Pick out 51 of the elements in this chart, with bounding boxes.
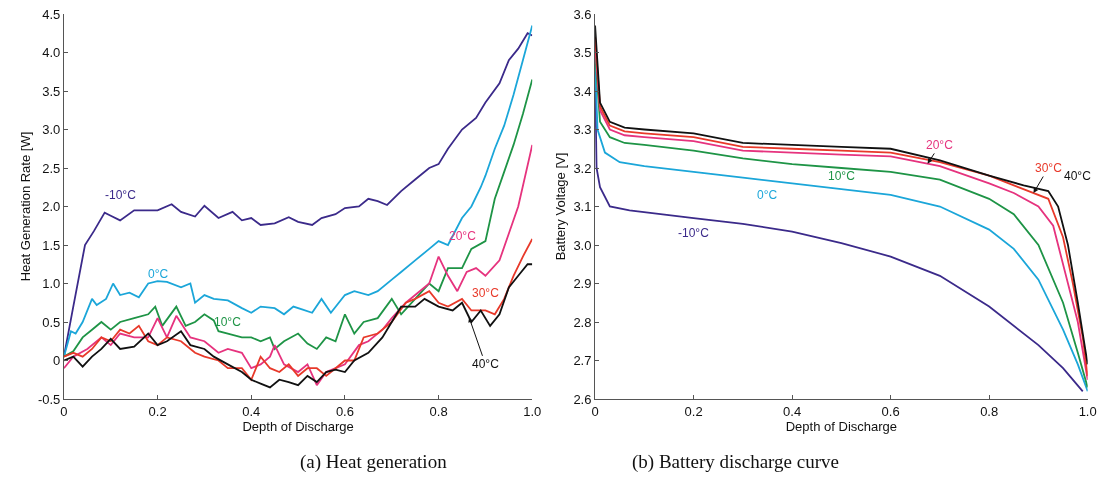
y-tick-label: -0.5 (37, 391, 61, 407)
y-tick-label: 2.9 (573, 276, 592, 292)
y-tick-label: 3.5 (42, 83, 61, 99)
y-tick-label: 4.0 (42, 45, 61, 61)
text: 40°C (472, 357, 500, 371)
y-axis-title: Battery Voltage [V] (553, 152, 569, 261)
x-tick-label: 0.4 (783, 403, 802, 419)
series-label: -10°C (678, 226, 710, 240)
x-tick-label: 1.0 (523, 403, 542, 419)
series-label: 20°C (926, 138, 954, 152)
text: (b) Battery discharge curve (632, 451, 839, 473)
text: (a) Heat generation (300, 451, 448, 473)
series-label: 10°C (828, 169, 856, 183)
x-axis-title: Depth of Discharge (242, 418, 354, 434)
line-series (63, 263, 533, 389)
y-tick-label: 2.5 (42, 160, 61, 176)
x-tick-label: 0.2 (148, 403, 167, 419)
y-tick-label: 3.6 (573, 6, 592, 22)
y-tick-label: 0 (53, 353, 61, 369)
y-tick-label: 3.4 (573, 83, 592, 99)
line-series (63, 144, 533, 387)
x-axis-title: Depth of Discharge (785, 418, 898, 434)
y-tick-label: 4.5 (42, 6, 61, 22)
series-label: 30°C (1035, 161, 1063, 175)
y-axis-title: Heat Generation Rate [W] (17, 131, 33, 282)
y-tick-label: 3.0 (573, 237, 592, 253)
y-tick-label: 3.3 (573, 122, 592, 138)
y-tick-label: 3.0 (42, 122, 61, 138)
series-label: 0°C (757, 188, 778, 202)
series-label: 0°C (148, 267, 169, 281)
x-tick-label: 0.6 (335, 403, 354, 419)
y-tick-label: 3.1 (573, 199, 592, 215)
x-tick-label: 0.4 (242, 403, 261, 419)
y-tick-label: 1.5 (42, 237, 61, 253)
x-tick-label: 1.0 (1078, 403, 1097, 419)
series-label: 40°C (1064, 169, 1092, 183)
x-tick-label: 0.2 (684, 403, 703, 419)
y-tick-label: 2.8 (573, 314, 592, 330)
y-tick-label: 1.0 (42, 276, 61, 292)
series-label: 30°C (472, 286, 500, 300)
y-tick-label: 0.5 (42, 314, 61, 330)
x-tick-label: 0.6 (881, 403, 900, 419)
series-label: 10°C (214, 315, 242, 329)
x-tick-label: 0.8 (980, 403, 999, 419)
y-tick-label: 3.2 (573, 160, 592, 176)
y-tick-label: 2.6 (573, 391, 592, 407)
y-tick-label: 2.0 (42, 199, 61, 215)
series-label: -10°C (105, 188, 137, 202)
x-tick-label: 0.8 (429, 403, 448, 419)
y-tick-label: 3.5 (573, 45, 592, 61)
y-tick-label: 2.7 (573, 353, 592, 369)
